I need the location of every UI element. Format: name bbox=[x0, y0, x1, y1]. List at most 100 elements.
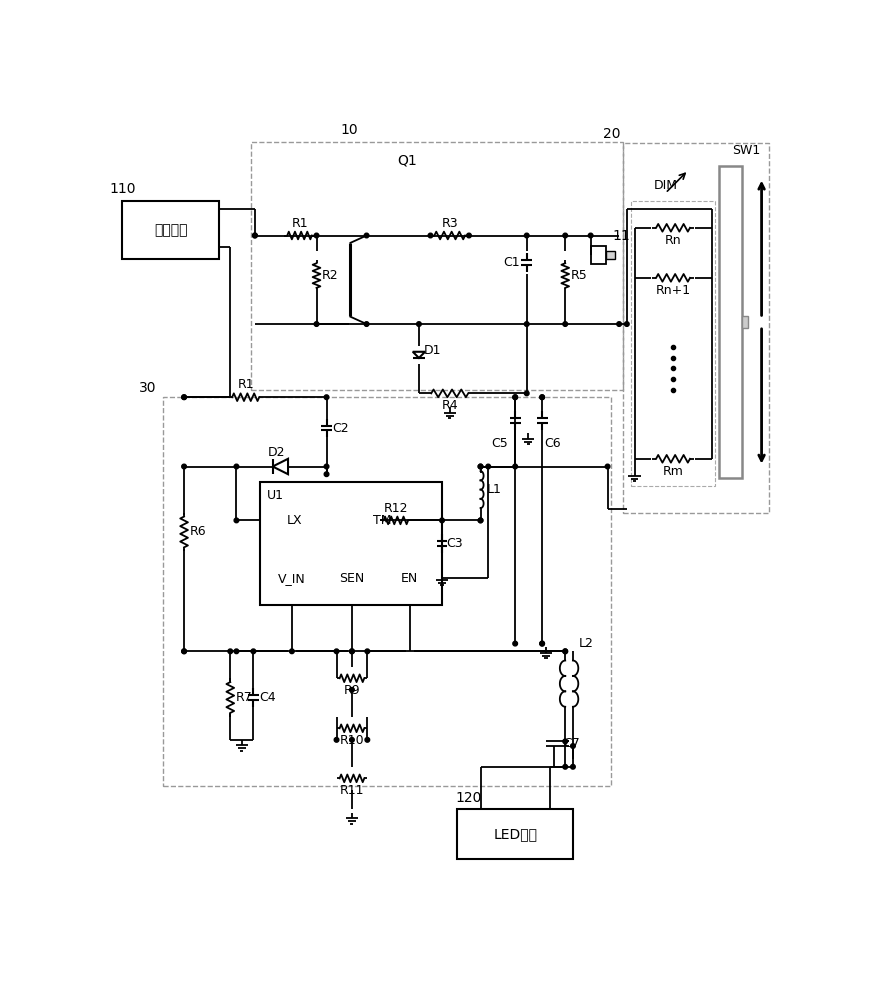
Circle shape bbox=[539, 395, 544, 400]
Text: R10: R10 bbox=[339, 734, 364, 747]
Circle shape bbox=[524, 391, 528, 396]
Circle shape bbox=[539, 395, 544, 400]
Circle shape bbox=[251, 649, 255, 654]
Text: C5: C5 bbox=[491, 437, 507, 450]
Circle shape bbox=[252, 233, 257, 238]
Circle shape bbox=[349, 649, 354, 654]
Circle shape bbox=[562, 322, 567, 326]
Circle shape bbox=[289, 649, 294, 654]
Circle shape bbox=[539, 641, 544, 646]
Text: R4: R4 bbox=[441, 399, 457, 412]
Text: R2: R2 bbox=[322, 269, 338, 282]
Text: R5: R5 bbox=[570, 269, 587, 282]
Circle shape bbox=[182, 649, 186, 654]
Circle shape bbox=[234, 518, 238, 523]
Text: R11: R11 bbox=[339, 784, 364, 797]
Bar bbox=[259, 482, 441, 605]
Text: L2: L2 bbox=[578, 637, 593, 650]
Text: R6: R6 bbox=[189, 525, 206, 538]
Circle shape bbox=[513, 641, 517, 646]
Text: R9: R9 bbox=[343, 684, 360, 697]
Circle shape bbox=[524, 233, 528, 238]
Text: L1: L1 bbox=[487, 483, 501, 496]
Circle shape bbox=[562, 649, 567, 654]
Circle shape bbox=[562, 764, 567, 769]
Text: C7: C7 bbox=[562, 737, 579, 750]
Text: DIM: DIM bbox=[653, 179, 677, 192]
Circle shape bbox=[364, 233, 368, 238]
Circle shape bbox=[605, 464, 609, 469]
Circle shape bbox=[439, 518, 444, 523]
Text: 10: 10 bbox=[341, 123, 358, 137]
Circle shape bbox=[570, 764, 574, 769]
Bar bbox=[606, 251, 614, 259]
Circle shape bbox=[334, 649, 338, 654]
Circle shape bbox=[365, 649, 369, 654]
Circle shape bbox=[182, 464, 186, 469]
Circle shape bbox=[324, 464, 328, 469]
Bar bbox=[741, 316, 747, 328]
Bar bbox=[123, 201, 218, 259]
Text: 11: 11 bbox=[612, 229, 629, 242]
Text: 20: 20 bbox=[602, 127, 620, 141]
Circle shape bbox=[466, 233, 471, 238]
Bar bbox=[622, 143, 768, 513]
Text: LED负载: LED负载 bbox=[493, 827, 536, 841]
Bar bbox=[630, 201, 714, 486]
Text: C6: C6 bbox=[544, 437, 561, 450]
Circle shape bbox=[478, 518, 482, 523]
Text: Rm: Rm bbox=[662, 465, 683, 478]
Bar bbox=[719, 166, 741, 478]
Text: SEN: SEN bbox=[339, 572, 364, 585]
Circle shape bbox=[324, 395, 328, 400]
Circle shape bbox=[478, 464, 482, 469]
Circle shape bbox=[314, 233, 318, 238]
Circle shape bbox=[616, 322, 620, 326]
Circle shape bbox=[478, 518, 482, 523]
Circle shape bbox=[562, 649, 567, 654]
Text: Rn+1: Rn+1 bbox=[654, 284, 690, 297]
Bar bbox=[590, 246, 606, 264]
Text: R1: R1 bbox=[237, 378, 254, 391]
Circle shape bbox=[524, 322, 528, 326]
Circle shape bbox=[349, 649, 354, 654]
Circle shape bbox=[513, 464, 517, 469]
Circle shape bbox=[182, 395, 186, 400]
Circle shape bbox=[349, 738, 354, 742]
Circle shape bbox=[252, 233, 257, 238]
Text: 120: 120 bbox=[455, 791, 481, 805]
Circle shape bbox=[428, 233, 432, 238]
Text: V_IN: V_IN bbox=[278, 572, 305, 585]
Circle shape bbox=[334, 738, 338, 742]
Circle shape bbox=[513, 395, 517, 400]
Circle shape bbox=[562, 233, 567, 238]
Text: R7: R7 bbox=[235, 691, 252, 704]
Circle shape bbox=[587, 233, 593, 238]
Circle shape bbox=[228, 649, 232, 654]
Circle shape bbox=[234, 649, 238, 654]
Text: U1: U1 bbox=[266, 489, 283, 502]
Text: LX: LX bbox=[286, 514, 302, 527]
Circle shape bbox=[478, 464, 482, 469]
Circle shape bbox=[324, 472, 328, 477]
Text: 恒压电源: 恒压电源 bbox=[154, 223, 187, 237]
Circle shape bbox=[513, 395, 517, 400]
Circle shape bbox=[539, 641, 544, 646]
Text: EN: EN bbox=[401, 572, 418, 585]
Text: Rn: Rn bbox=[664, 234, 680, 247]
Text: R3: R3 bbox=[441, 217, 457, 230]
Circle shape bbox=[562, 739, 567, 744]
Bar bbox=[457, 809, 573, 859]
Text: C1: C1 bbox=[502, 256, 519, 269]
Text: 30: 30 bbox=[139, 381, 156, 395]
Circle shape bbox=[182, 649, 186, 654]
Text: D2: D2 bbox=[268, 446, 285, 459]
Circle shape bbox=[182, 395, 186, 400]
Text: D1: D1 bbox=[423, 344, 441, 358]
Text: C3: C3 bbox=[446, 537, 462, 550]
Circle shape bbox=[416, 322, 421, 326]
Bar bbox=[251, 142, 622, 389]
Text: R12: R12 bbox=[383, 502, 408, 515]
Bar bbox=[163, 397, 611, 786]
Text: Q1: Q1 bbox=[397, 154, 417, 168]
